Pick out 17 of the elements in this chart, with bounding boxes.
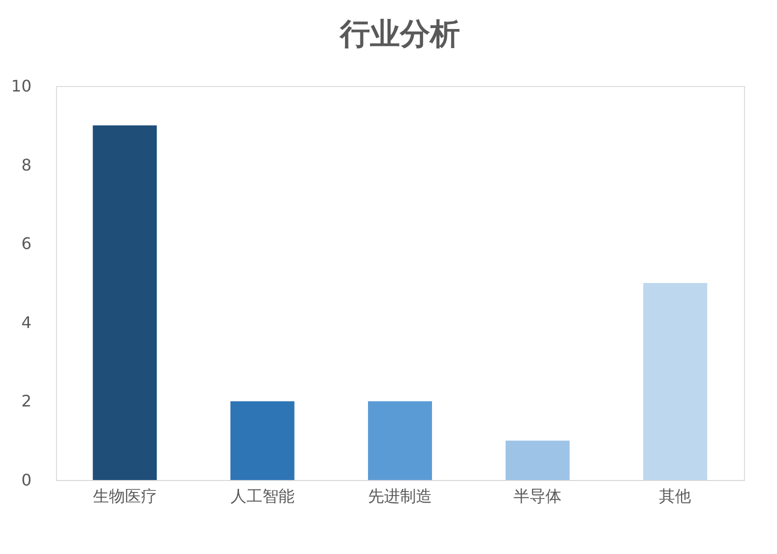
x-tick-label: 先进制造: [368, 486, 432, 506]
bar: [368, 401, 432, 480]
x-tick-label: 生物医疗: [92, 486, 157, 506]
y-tick-label: 8: [21, 155, 32, 174]
bar: [643, 283, 708, 480]
x-tick-label: 人工智能: [230, 486, 294, 506]
x-tick-label: 半导体: [514, 486, 562, 506]
y-tick-label: 6: [21, 234, 32, 254]
x-tick-label: 其他: [659, 486, 692, 506]
bar: [92, 125, 157, 480]
bar: [506, 440, 570, 480]
y-tick-label: 10: [11, 76, 32, 96]
chart-title: 行业分析: [339, 17, 460, 52]
bar: [230, 401, 294, 480]
y-tick-label: 4: [21, 312, 32, 332]
y-tick-label: 2: [21, 392, 32, 411]
y-tick-label: 0: [21, 470, 32, 490]
